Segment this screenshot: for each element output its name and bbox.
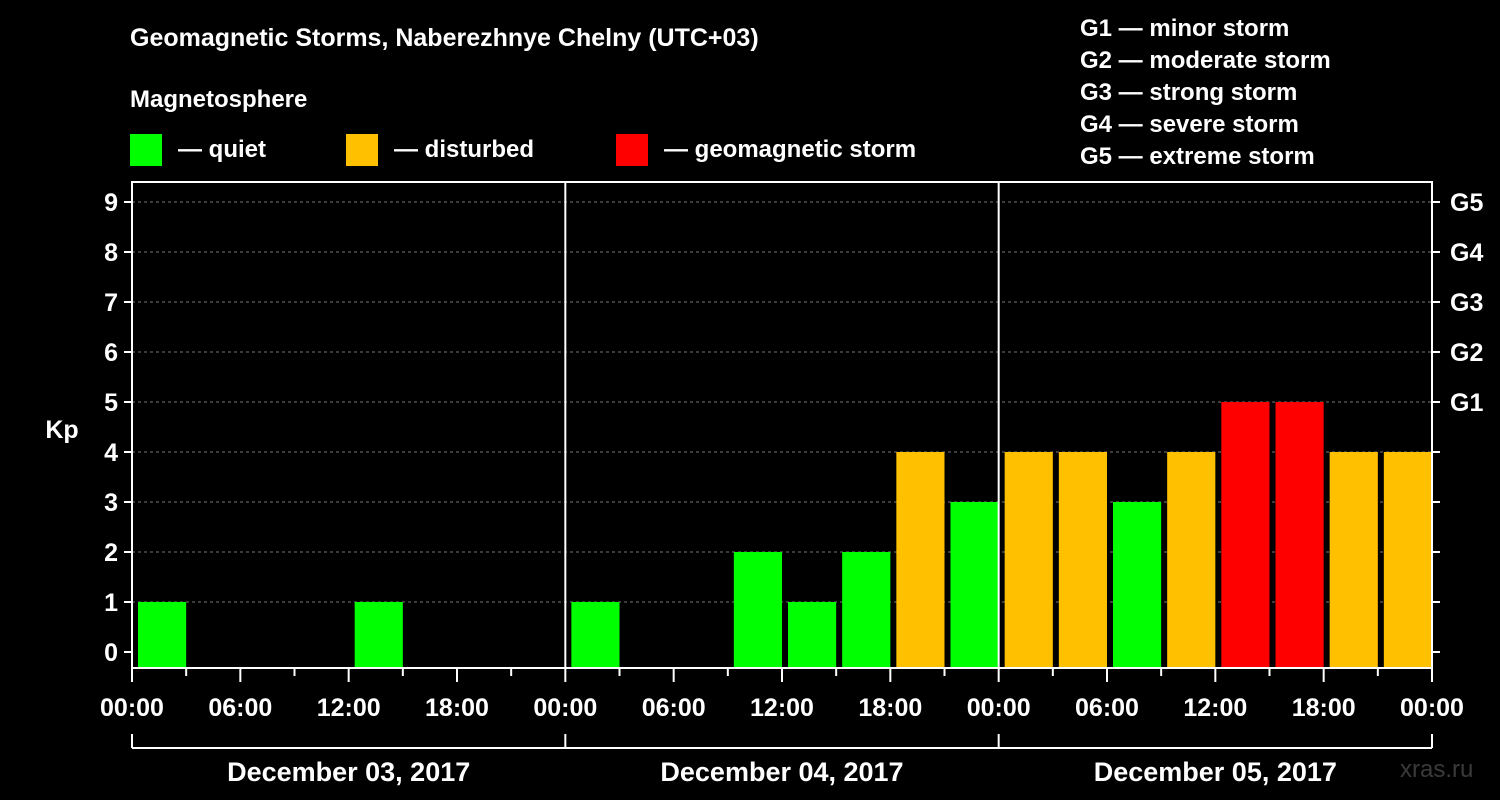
kp-bar	[1383, 452, 1432, 668]
kp-bar	[1329, 452, 1378, 668]
y-tick-label: 1	[104, 589, 118, 617]
legend-disturbed-swatch	[346, 134, 378, 166]
y-tick-label: 6	[104, 339, 118, 367]
kp-bar	[1113, 502, 1162, 668]
legend-storm-swatch	[616, 134, 648, 166]
x-tick-label: 18:00	[1292, 694, 1356, 722]
x-tick-label: 12:00	[750, 694, 814, 722]
kp-bar	[788, 602, 837, 668]
g-level-label: G1	[1450, 389, 1483, 417]
x-tick-label: 00:00	[967, 694, 1031, 722]
g-level-label: G3	[1450, 289, 1483, 317]
x-tick-label: 18:00	[425, 694, 489, 722]
y-tick-label: 4	[104, 439, 118, 467]
g-scale-item: G5 — extreme storm	[1080, 143, 1315, 170]
magnetosphere-label: Magnetosphere	[130, 86, 308, 113]
kp-bar	[733, 552, 782, 668]
x-tick-label: 06:00	[208, 694, 272, 722]
g-scale-item: G2 — moderate storm	[1080, 47, 1331, 74]
g-level-label: G5	[1450, 189, 1483, 217]
legend-quiet-label: — quiet	[178, 136, 266, 163]
watermark: xras.ru	[1400, 756, 1474, 783]
legend-storm-label: — geomagnetic storm	[664, 136, 917, 163]
y-tick-label: 3	[104, 489, 118, 517]
day-label: December 04, 2017	[660, 757, 903, 787]
x-tick-label: 00:00	[100, 694, 164, 722]
kp-bar	[1167, 452, 1216, 668]
x-tick-label: 12:00	[317, 694, 381, 722]
y-tick-label: 8	[104, 239, 118, 267]
legend-disturbed: — disturbed	[346, 134, 534, 166]
y-tick-label: 5	[104, 389, 118, 417]
kp-bar	[1221, 402, 1270, 668]
x-tick-label: 00:00	[533, 694, 597, 722]
x-tick-label: 06:00	[642, 694, 706, 722]
y-tick-label: 9	[104, 189, 118, 217]
g-scale-item: G4 — severe storm	[1080, 111, 1299, 138]
g-scale-legend: G1 — minor storm G2 — moderate storm G3 …	[1080, 13, 1331, 173]
day-label: December 05, 2017	[1094, 757, 1337, 787]
x-tick-label: 12:00	[1183, 694, 1247, 722]
y-tick-label: 2	[104, 539, 118, 567]
g-scale-item: G1 — minor storm	[1080, 15, 1290, 42]
legend-quiet-swatch	[130, 134, 162, 166]
kp-bar	[1275, 402, 1324, 668]
y-tick-label: 0	[104, 639, 118, 667]
kp-bar	[1058, 452, 1107, 668]
legend-storm: — geomagnetic storm	[616, 134, 916, 166]
kp-bar	[354, 602, 403, 668]
kp-bar	[950, 502, 999, 668]
kp-bar	[571, 602, 620, 668]
g-level-label: G2	[1450, 339, 1483, 367]
x-tick-label: 00:00	[1400, 694, 1464, 722]
kp-bar	[1004, 452, 1053, 668]
kp-bar	[896, 452, 945, 668]
day-label: December 03, 2017	[227, 757, 470, 787]
y-tick-label: 7	[104, 289, 118, 317]
x-tick-label: 18:00	[858, 694, 922, 722]
legend-quiet: — quiet	[130, 134, 266, 166]
kp-bar	[842, 552, 891, 668]
kp-bar	[138, 602, 187, 668]
legend-disturbed-label: — disturbed	[394, 136, 535, 163]
chart-title: Geomagnetic Storms, Naberezhnye Chelny (…	[130, 24, 759, 52]
x-tick-label: 06:00	[1075, 694, 1139, 722]
g-level-label: G4	[1450, 239, 1483, 267]
y-axis-label: Kp	[45, 416, 78, 444]
g-scale-item: G3 — strong storm	[1080, 79, 1298, 106]
